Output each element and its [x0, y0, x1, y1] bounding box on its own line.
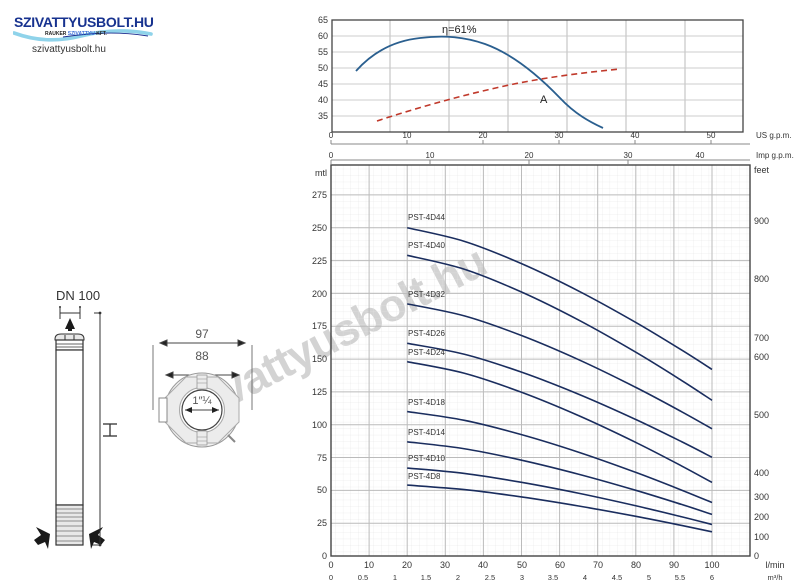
svg-text:600: 600: [754, 352, 769, 362]
svg-text:l/min: l/min: [765, 560, 784, 570]
svg-text:2.5: 2.5: [485, 573, 495, 582]
svg-text:150: 150: [312, 354, 327, 364]
svg-text:50: 50: [317, 485, 327, 495]
svg-text:175: 175: [312, 321, 327, 331]
svg-text:275: 275: [312, 190, 327, 200]
svg-text:200: 200: [754, 512, 769, 522]
svg-text:60: 60: [555, 560, 565, 570]
svg-text:70: 70: [593, 560, 603, 570]
svg-text:PST-4D32: PST-4D32: [408, 290, 445, 299]
svg-text:2: 2: [456, 573, 460, 582]
svg-text:0: 0: [322, 551, 327, 561]
svg-text:0: 0: [328, 560, 333, 570]
svg-text:3.5: 3.5: [548, 573, 558, 582]
svg-text:250: 250: [312, 223, 327, 233]
svg-text:4.5: 4.5: [612, 573, 622, 582]
svg-text:300: 300: [754, 492, 769, 502]
svg-text:800: 800: [754, 274, 769, 284]
svg-text:10: 10: [364, 560, 374, 570]
svg-text:6: 6: [710, 573, 714, 582]
svg-text:3: 3: [520, 573, 524, 582]
svg-text:100: 100: [704, 560, 719, 570]
svg-text:40: 40: [478, 560, 488, 570]
svg-text:feet: feet: [754, 165, 770, 175]
svg-text:225: 225: [312, 256, 327, 266]
svg-text:m³/h: m³/h: [768, 573, 783, 582]
svg-text:mtl: mtl: [315, 168, 327, 178]
svg-text:PST-4D10: PST-4D10: [408, 454, 445, 463]
svg-text:0: 0: [754, 551, 759, 561]
svg-text:PST-4D44: PST-4D44: [408, 213, 445, 222]
svg-text:PST-4D24: PST-4D24: [408, 348, 445, 357]
svg-text:80: 80: [631, 560, 641, 570]
svg-text:90: 90: [669, 560, 679, 570]
svg-text:20: 20: [402, 560, 412, 570]
svg-text:400: 400: [754, 468, 769, 478]
svg-text:5.5: 5.5: [675, 573, 685, 582]
svg-text:PST-4D40: PST-4D40: [408, 241, 445, 250]
svg-text:50: 50: [517, 560, 527, 570]
svg-text:100: 100: [312, 420, 327, 430]
svg-text:PST-4D26: PST-4D26: [408, 329, 445, 338]
svg-text:0.5: 0.5: [358, 573, 368, 582]
svg-text:1: 1: [393, 573, 397, 582]
svg-text:4: 4: [583, 573, 587, 582]
svg-text:700: 700: [754, 333, 769, 343]
svg-text:25: 25: [317, 518, 327, 528]
svg-text:125: 125: [312, 387, 327, 397]
svg-text:0: 0: [329, 573, 333, 582]
svg-text:900: 900: [754, 216, 769, 226]
svg-text:1.5: 1.5: [421, 573, 431, 582]
svg-text:5: 5: [647, 573, 651, 582]
svg-text:PST-4D18: PST-4D18: [408, 398, 445, 407]
svg-text:200: 200: [312, 289, 327, 299]
svg-text:PST-4D14: PST-4D14: [408, 428, 445, 437]
svg-text:100: 100: [754, 532, 769, 542]
svg-text:PST-4D8: PST-4D8: [408, 472, 441, 481]
svg-text:30: 30: [440, 560, 450, 570]
svg-text:500: 500: [754, 410, 769, 420]
svg-text:75: 75: [317, 453, 327, 463]
